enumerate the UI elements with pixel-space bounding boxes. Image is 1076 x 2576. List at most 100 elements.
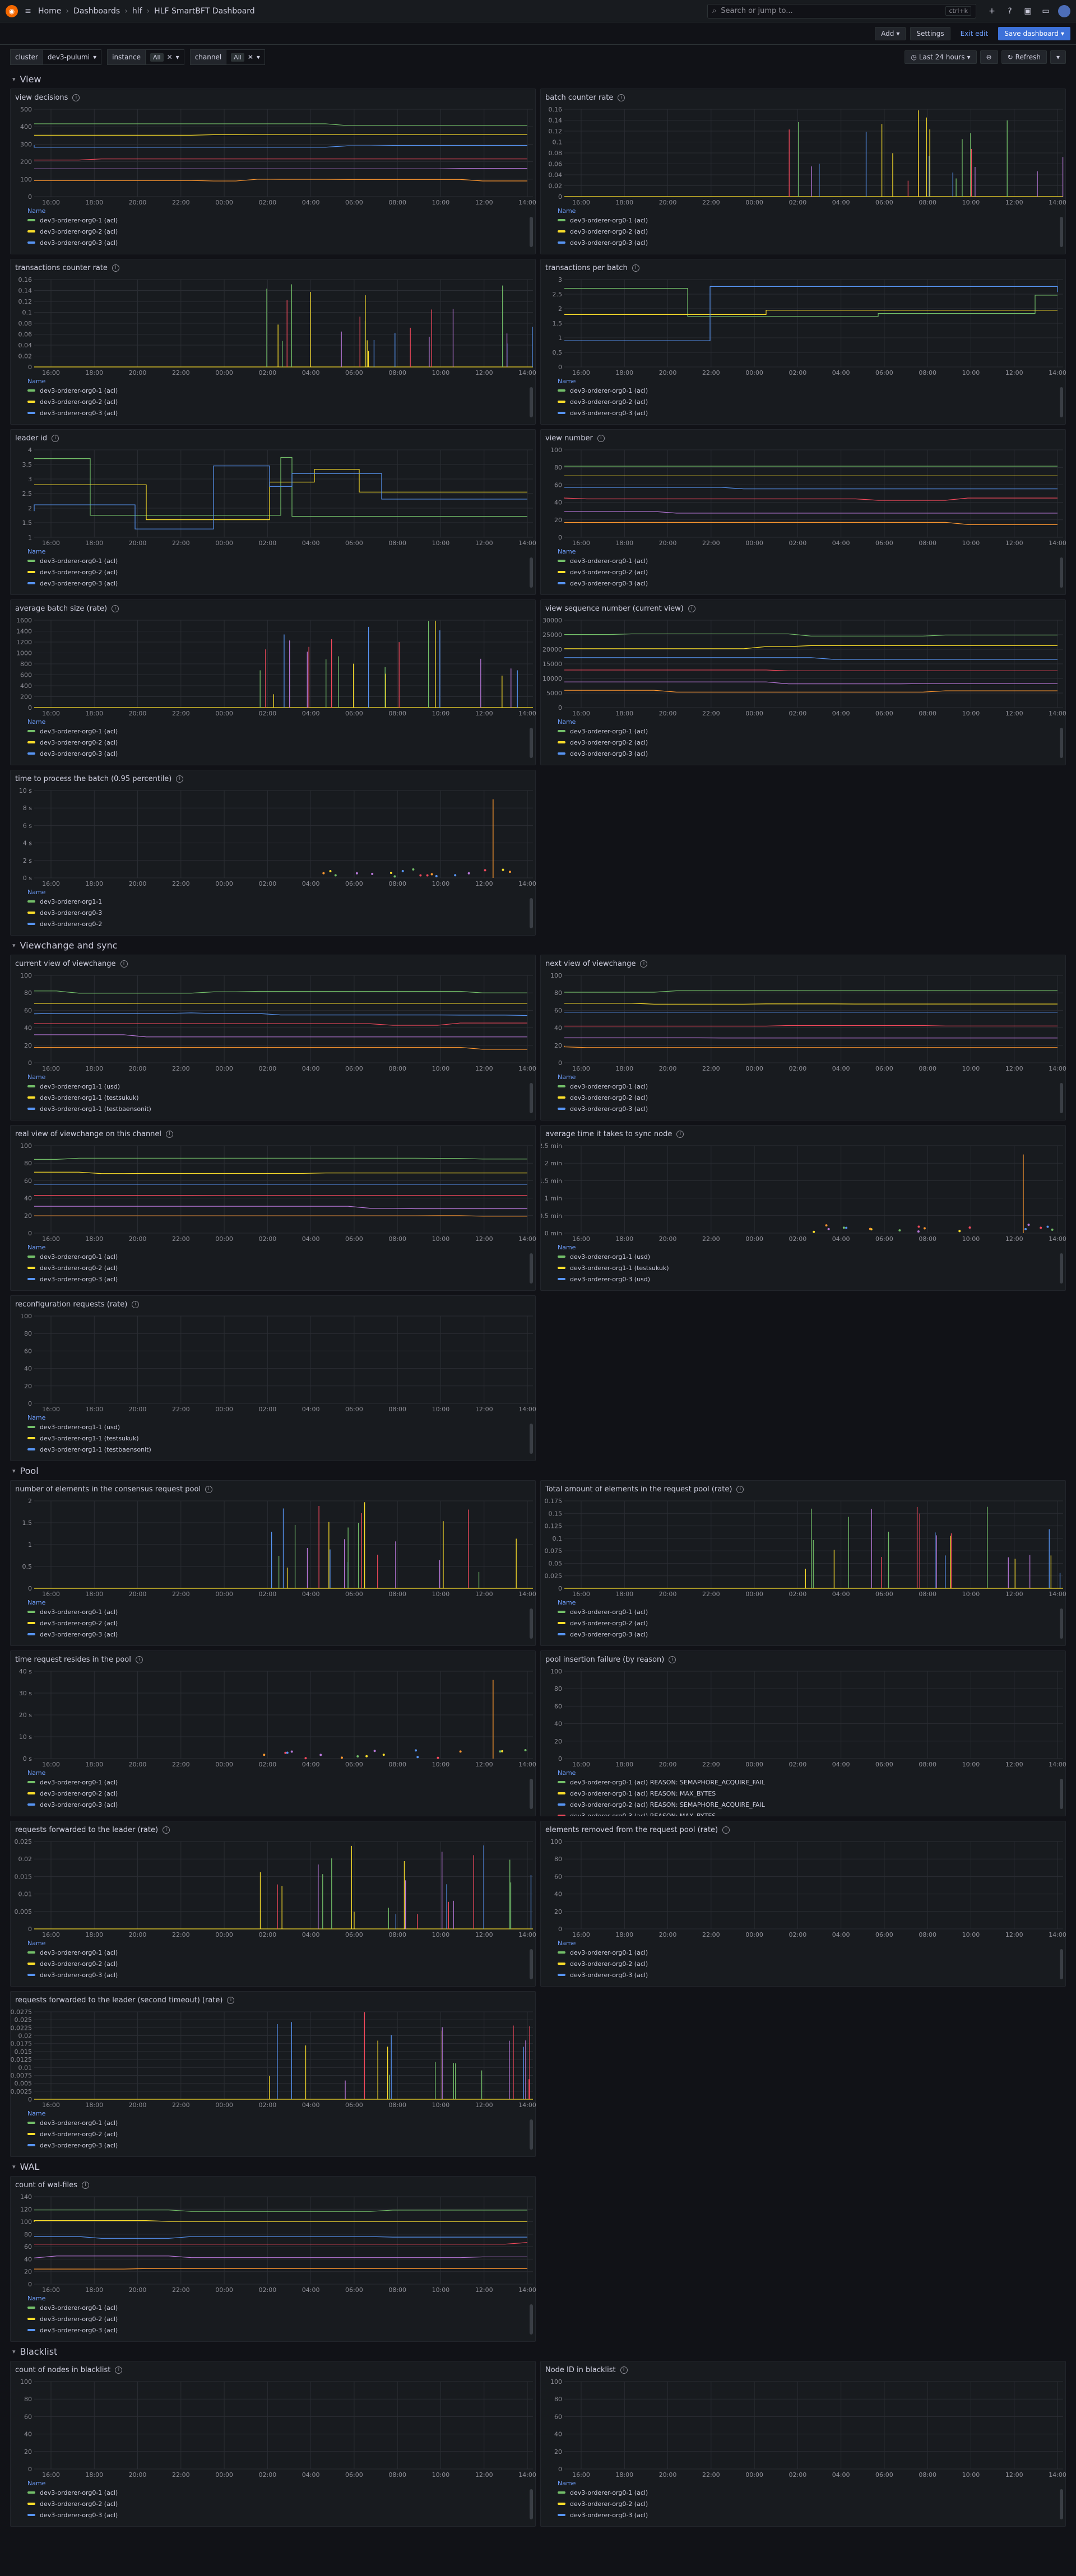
info-icon[interactable]: i: [618, 94, 625, 101]
avatar[interactable]: [1058, 4, 1070, 17]
panel-chart[interactable]: 0.0275 0.025 0.0225 0.02 0.0175 0.015 0.0125 0.…: [11, 2008, 536, 2109]
legend-item[interactable]: dev3-orderer-org1-1 (testsukuk): [27, 1433, 531, 1444]
legend-item[interactable]: dev3-orderer-org0-3 (acl): [558, 1969, 1061, 1980]
panel[interactable]: count of nodes in blacklist i 100 80 60 40 20 0…: [10, 2361, 536, 2527]
legend-scrollbar[interactable]: [530, 2489, 533, 2519]
legend-header[interactable]: Name: [27, 2109, 46, 2117]
panel-chart[interactable]: 3 2.5 2 1.5 1 0.5 0 16:00 18:00 20:00 22:00 00:00 02…: [541, 276, 1066, 377]
panel[interactable]: requests forwarded to the leader (second…: [10, 1991, 536, 2157]
legend-item[interactable]: dev3-orderer-org0-2 (acl): [558, 396, 1061, 407]
legend-item[interactable]: dev3-orderer-org0-2 (acl): [27, 2128, 531, 2140]
panel[interactable]: next view of viewchange i 100 80 60 40 20 0 16:0…: [540, 955, 1066, 1120]
info-icon[interactable]: i: [205, 1485, 213, 1493]
legend-item[interactable]: dev3-orderer-org0-1 (acl): [558, 1947, 1061, 1958]
time-range-picker[interactable]: ◷ Last 24 hours ▾: [905, 50, 977, 64]
legend-header[interactable]: Name: [558, 207, 576, 215]
legend-item[interactable]: dev3-orderer-org0-2 (acl): [558, 226, 1061, 237]
panel[interactable]: real view of viewchange on this channel i…: [10, 1125, 536, 1291]
legend-item[interactable]: dev3-orderer-org0-2 (acl): [27, 1262, 531, 1273]
row-header-2[interactable]: ▾ Pool: [0, 1461, 1076, 1480]
legend-item[interactable]: dev3-orderer-org0-3 (acl): [558, 748, 1061, 759]
legend-scrollbar[interactable]: [1060, 2489, 1063, 2519]
breadcrumb-folder[interactable]: hlf: [132, 6, 142, 16]
legend-item[interactable]: dev3-orderer-org0-2 (acl): [27, 1617, 531, 1629]
legend-item[interactable]: dev3-orderer-org0-2 (acl): [27, 2498, 531, 2509]
legend-item[interactable]: dev3-orderer-org1-1 (usd): [27, 1081, 531, 1092]
legend-scrollbar[interactable]: [530, 1779, 533, 1809]
legend-scrollbar[interactable]: [1060, 387, 1063, 417]
legend-item[interactable]: dev3-orderer-org0-3 (acl): [558, 407, 1061, 419]
legend-scrollbar[interactable]: [1060, 1608, 1063, 1639]
panel[interactable]: batch counter rate i 0.16 0.14 0.12 0.1 0.08 0.…: [540, 89, 1066, 254]
legend-scrollbar[interactable]: [530, 217, 533, 247]
legend-item[interactable]: dev3-orderer-org0-1 (acl): [27, 1251, 531, 1262]
legend-item[interactable]: dev3-orderer-org0-2 (acl): [558, 1617, 1061, 1629]
panel-chart[interactable]: 0.16 0.14 0.12 0.1 0.08 0.06 0.04 0.02 0 16:00 18:…: [541, 106, 1066, 207]
search-input[interactable]: ⌕ Search or jump to... ctrl+k: [707, 3, 976, 18]
info-icon[interactable]: i: [135, 1656, 143, 1663]
panel-chart[interactable]: 0.16 0.14 0.12 0.1 0.08 0.06 0.04 0.02 0 16:00 18:…: [11, 276, 536, 377]
legend-header[interactable]: Name: [27, 207, 46, 215]
legend-item[interactable]: dev3-orderer-org0-2 (acl): [27, 2313, 531, 2324]
panel-chart[interactable]: 100 80 60 40 20 0 16:00 18:00 20:00 22:00 00:00 02:…: [541, 1838, 1066, 1939]
panel[interactable]: Total amount of elements in the request …: [540, 1480, 1066, 1646]
legend-item[interactable]: dev3-orderer-org0-2 (acl): [558, 2498, 1061, 2509]
legend-item[interactable]: dev3-orderer-org1-1 (testbaensonit): [27, 1103, 531, 1114]
legend-item[interactable]: dev3-orderer-org0-1 (acl): [558, 555, 1061, 566]
info-icon[interactable]: i: [166, 1130, 174, 1138]
legend-header[interactable]: Name: [27, 718, 46, 726]
panel-chart[interactable]: 100 80 60 40 20 0 16:00 18:00 20:00 22:00 00:00 02:…: [11, 1142, 536, 1243]
legend-header[interactable]: Name: [27, 2479, 46, 2487]
breadcrumb-home[interactable]: Home: [38, 6, 62, 16]
row-header-4[interactable]: ▾ Blacklist: [0, 2342, 1076, 2361]
legend-item[interactable]: dev3-orderer-org0-1 (acl): [558, 726, 1061, 737]
row-header-3[interactable]: ▾ WAL: [0, 2157, 1076, 2176]
help-icon[interactable]: ?: [1008, 6, 1012, 16]
panel-chart[interactable]: 4 3.5 3 2.5 2 1.5 1 16:00 18:00 20:00 22:00 00:00 02…: [11, 447, 536, 547]
legend-item[interactable]: dev3-orderer-org0-1 (acl): [27, 2302, 531, 2313]
info-icon[interactable]: i: [632, 264, 639, 272]
legend-item[interactable]: dev3-orderer-org0-1 (acl): [27, 385, 531, 396]
legend-item[interactable]: dev3-orderer-org0-1 (acl): [27, 1947, 531, 1958]
legend-item[interactable]: dev3-orderer-org0-2 (acl): [558, 1958, 1061, 1969]
variable-instance[interactable]: instance All ✕ ▾: [107, 49, 184, 65]
panel[interactable]: requests forwarded to the leader (rate) i…: [10, 1821, 536, 1987]
legend-item[interactable]: dev3-orderer-org0-3 (acl): [27, 2140, 531, 2151]
info-icon[interactable]: i: [52, 434, 59, 442]
legend-scrollbar[interactable]: [530, 387, 533, 417]
legend-item[interactable]: dev3-orderer-org0-1 (acl): [27, 1777, 531, 1788]
legend-header[interactable]: Name: [27, 1073, 46, 1081]
panel-chart[interactable]: 2 1.5 1 0.5 0 16:00 18:00 20:00 22:00 00:00 02:00 0…: [11, 1498, 536, 1598]
news-icon[interactable]: ▣: [1024, 6, 1032, 16]
info-icon[interactable]: i: [112, 264, 119, 272]
info-icon[interactable]: i: [597, 434, 605, 442]
legend-scrollbar[interactable]: [1060, 1779, 1063, 1809]
panel-chart[interactable]: 40 s 30 s 20 s 10 s 0 s 16:00 18:00 20:00 22:00 0…: [11, 1668, 536, 1769]
panel[interactable]: elements removed from the request pool (…: [540, 1821, 1066, 1987]
info-icon[interactable]: i: [640, 960, 648, 968]
legend-scrollbar[interactable]: [1060, 557, 1063, 588]
legend-item[interactable]: dev3-orderer-org0-2 (acl): [558, 1092, 1061, 1103]
legend-item[interactable]: dev3-orderer-org0-2 (acl): [27, 1958, 531, 1969]
panel[interactable]: time to process the batch (0.95 percenti…: [10, 770, 536, 936]
legend-item[interactable]: dev3-orderer-org0-3 (acl): [27, 1799, 531, 1810]
save-dashboard-button[interactable]: Save dashboard ▾: [998, 26, 1070, 40]
legend-scrollbar[interactable]: [530, 1608, 533, 1639]
panel[interactable]: current view of viewchange i 100 80 60 40 20 0 1…: [10, 955, 536, 1120]
panel[interactable]: view sequence number (current view) i 3000…: [540, 599, 1066, 765]
legend-item[interactable]: dev3-orderer-org1-1 (usd): [558, 1251, 1061, 1262]
info-icon[interactable]: i: [120, 960, 128, 968]
legend-item[interactable]: dev3-orderer-org0-3: [27, 907, 531, 918]
legend-item[interactable]: dev3-orderer-org0-1 (acl) REASON: SEMAPH…: [558, 1777, 1061, 1788]
legend-scrollbar[interactable]: [530, 1083, 533, 1113]
info-icon[interactable]: i: [176, 775, 184, 783]
legend-item[interactable]: dev3-orderer-org0-1 (acl) REASON: MAX_BY…: [558, 1788, 1061, 1799]
panel[interactable]: transactions per batch i 3 2.5 2 1.5 1 0.5 0 16:0…: [540, 259, 1066, 425]
legend-header[interactable]: Name: [27, 1769, 46, 1777]
refresh-button[interactable]: ↻ Refresh: [1001, 50, 1047, 64]
legend-item[interactable]: dev3-orderer-org0-1 (acl): [27, 2487, 531, 2498]
info-icon[interactable]: i: [112, 605, 119, 612]
legend-item[interactable]: dev3-orderer-org0-2 (acl): [27, 566, 531, 578]
legend-header[interactable]: Name: [558, 1243, 576, 1251]
info-icon[interactable]: i: [676, 1130, 684, 1138]
